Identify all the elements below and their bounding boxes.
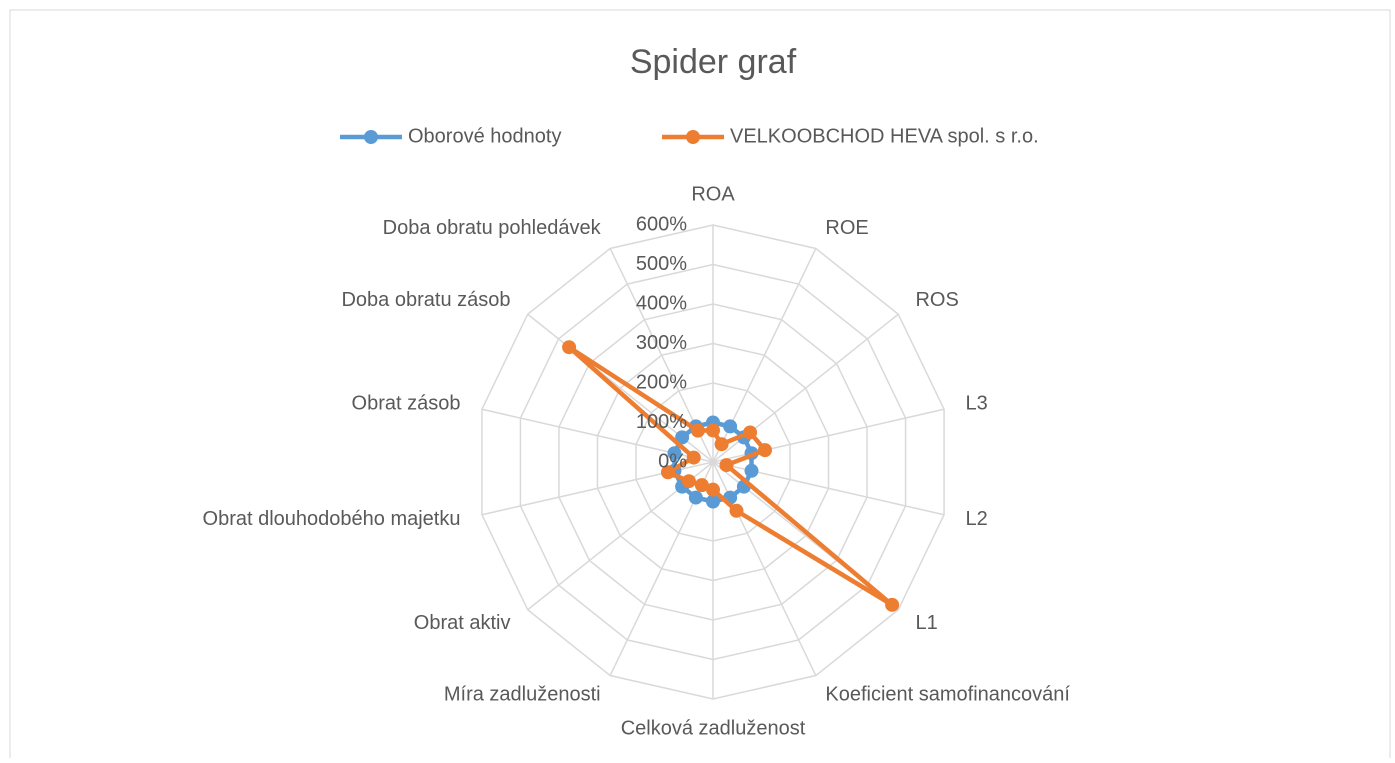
category-label: Obrat dlouhodobého majetku	[203, 508, 461, 530]
marker	[706, 482, 720, 497]
r-tick-label: 600%	[636, 213, 687, 235]
r-tick-label: 200%	[636, 371, 687, 393]
r-tick-label: 100%	[636, 411, 687, 433]
marker	[660, 465, 675, 480]
marker	[675, 430, 690, 445]
chart-title: Spider graf	[630, 43, 797, 81]
marker	[690, 423, 705, 438]
category-label: L1	[915, 612, 937, 634]
marker	[706, 423, 720, 438]
category-label: Míra zadluženosti	[444, 684, 601, 706]
marker	[719, 458, 734, 473]
marker	[694, 478, 709, 493]
category-label: Obrat zásob	[352, 393, 461, 415]
marker	[688, 490, 703, 505]
marker	[743, 425, 758, 440]
category-label: ROE	[825, 217, 868, 239]
category-label: ROA	[691, 183, 735, 205]
marker	[714, 437, 729, 452]
legend-marker	[364, 130, 378, 144]
r-tick-label: 0%	[658, 450, 687, 472]
marker	[681, 474, 696, 489]
chart-frame	[9, 9, 1391, 763]
marker	[744, 463, 759, 478]
category-label: ROS	[915, 289, 958, 311]
category-label: L2	[966, 508, 988, 530]
r-tick-label: 300%	[636, 332, 687, 354]
marker	[686, 450, 701, 465]
category-label: Doba obratu zásob	[341, 289, 510, 311]
legend-label: Oborové hodnoty	[408, 125, 561, 147]
marker	[667, 446, 682, 461]
category-label: Koeficient samofinancování	[825, 684, 1070, 706]
category-label: L3	[966, 393, 988, 415]
category-label: Doba obratu pohledávek	[383, 217, 602, 239]
marker	[706, 494, 720, 509]
marker	[729, 503, 744, 518]
r-tick-label: 400%	[636, 292, 687, 314]
category-label: Celková zadluženost	[621, 717, 806, 739]
r-tick-label: 500%	[636, 253, 687, 275]
marker	[757, 443, 772, 458]
legend-label: VELKOOBCHOD HEVA spol. s r.o.	[730, 125, 1039, 147]
category-label: Obrat aktiv	[414, 612, 511, 634]
marker	[885, 597, 900, 612]
marker	[562, 340, 577, 355]
legend-marker	[686, 130, 700, 144]
marker	[723, 419, 738, 434]
